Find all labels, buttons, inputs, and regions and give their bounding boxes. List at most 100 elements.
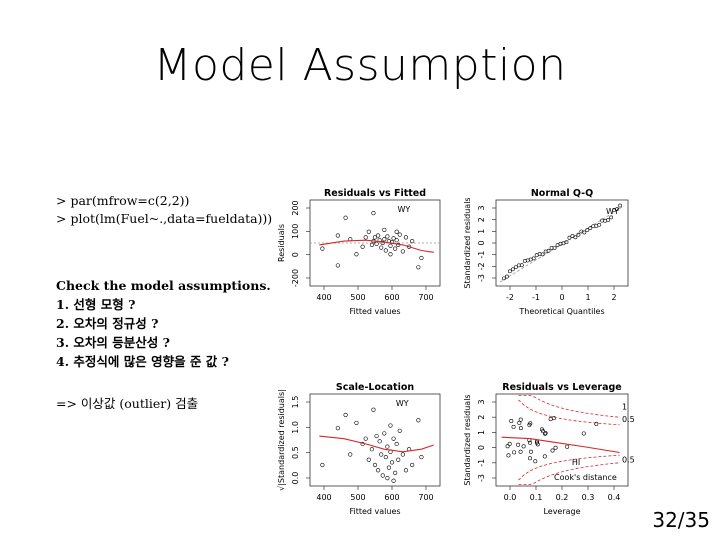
data-point bbox=[511, 424, 516, 429]
data-point bbox=[343, 412, 348, 418]
plot-title: Residuals vs Leverage bbox=[502, 382, 622, 393]
x-axis-label: Fitted values bbox=[349, 307, 400, 316]
data-point bbox=[388, 423, 393, 428]
x-tick-label: 0.1 bbox=[530, 493, 543, 502]
data-point bbox=[618, 203, 622, 208]
data-point bbox=[553, 445, 558, 450]
data-point bbox=[372, 462, 378, 468]
cooks-curve bbox=[518, 462, 620, 485]
x-tick-label: 400 bbox=[316, 293, 331, 302]
y-tick-label: -3 bbox=[477, 274, 486, 282]
data-point bbox=[567, 235, 572, 240]
cooks-distance-legend: Cook's distance bbox=[554, 473, 617, 482]
data-point bbox=[517, 420, 522, 425]
data-point bbox=[393, 246, 398, 251]
x-tick-label: 600 bbox=[384, 293, 399, 302]
data-point bbox=[507, 441, 512, 446]
y-tick-label: -1 bbox=[477, 459, 486, 467]
data-point bbox=[379, 245, 384, 250]
y-tick-label: -3 bbox=[477, 474, 486, 482]
data-point bbox=[389, 460, 395, 465]
data-point bbox=[372, 235, 378, 240]
data-point bbox=[391, 478, 396, 483]
point-label: WY bbox=[397, 205, 410, 214]
x-tick-label: 0.3 bbox=[582, 493, 595, 502]
plot-title: Normal Q-Q bbox=[531, 188, 593, 199]
data-point bbox=[385, 234, 390, 239]
y-tick-label: 1 bbox=[477, 430, 486, 435]
data-point bbox=[366, 229, 371, 234]
y-tick-label: 0.0 bbox=[291, 472, 300, 485]
data-point bbox=[354, 252, 359, 257]
data-point bbox=[543, 249, 548, 254]
data-point bbox=[335, 263, 340, 268]
data-point bbox=[410, 462, 415, 468]
data-point bbox=[510, 267, 515, 272]
y-tick-label: -2 bbox=[477, 262, 486, 270]
x-tick-label: 600 bbox=[384, 493, 399, 502]
y-tick-label: 200 bbox=[291, 200, 300, 215]
y-tick-label: 0 bbox=[477, 445, 486, 450]
data-point bbox=[379, 452, 384, 457]
data-point bbox=[585, 228, 590, 233]
data-point bbox=[540, 252, 545, 257]
data-point bbox=[507, 269, 512, 274]
y-tick-label: 1.5 bbox=[291, 396, 300, 409]
y-tick-label: 1.0 bbox=[291, 421, 300, 434]
y-axis-label: Standardized residuals bbox=[463, 197, 472, 288]
cooks-curve bbox=[518, 395, 620, 418]
data-point bbox=[528, 440, 533, 445]
data-point bbox=[385, 476, 390, 481]
data-point bbox=[521, 444, 526, 449]
data-point bbox=[528, 421, 533, 426]
y-tick-label: 0 bbox=[291, 252, 300, 257]
data-point bbox=[380, 240, 385, 246]
data-point bbox=[546, 248, 551, 253]
outlier-note: => 이상값 (outlier) 검출 bbox=[56, 396, 199, 411]
data-point bbox=[320, 246, 325, 251]
assumption-list: Check the model assumptions. 1. 선형 모형 ? … bbox=[56, 276, 271, 371]
data-point bbox=[416, 418, 421, 423]
y-axis-label: Standardized residuals bbox=[463, 394, 472, 485]
smooth-line bbox=[319, 239, 434, 253]
y-tick-label: -1 bbox=[477, 251, 486, 259]
data-point bbox=[343, 215, 348, 220]
x-tick-label: 0.0 bbox=[504, 493, 517, 502]
data-point bbox=[564, 240, 569, 245]
data-point bbox=[533, 459, 538, 464]
data-point bbox=[516, 442, 521, 447]
y-tick-label: 0 bbox=[477, 240, 486, 245]
data-point bbox=[502, 276, 506, 281]
y-tick-label: 2 bbox=[477, 217, 486, 222]
y-tick-label: -200 bbox=[291, 269, 300, 287]
y-axis-label: √|Standardized residuals| bbox=[277, 389, 286, 491]
point-label: WY bbox=[396, 399, 409, 408]
data-point bbox=[335, 426, 340, 431]
x-tick-label: 700 bbox=[418, 493, 433, 502]
x-tick-label: 700 bbox=[418, 293, 433, 302]
data-point bbox=[348, 452, 353, 457]
data-point bbox=[609, 215, 614, 220]
y-tick-label: 0.5 bbox=[291, 446, 300, 459]
data-point bbox=[543, 431, 548, 436]
data-point bbox=[394, 238, 399, 243]
data-point bbox=[513, 265, 518, 270]
data-point bbox=[382, 431, 387, 436]
data-point bbox=[363, 235, 368, 240]
data-point bbox=[606, 218, 611, 222]
data-point bbox=[320, 462, 325, 468]
data-point bbox=[419, 255, 424, 261]
list-item: 3. 오차의 등분산성 ? bbox=[56, 335, 170, 350]
data-point bbox=[542, 454, 547, 459]
data-point bbox=[389, 239, 395, 245]
point-label: WY bbox=[606, 207, 619, 216]
data-point bbox=[588, 226, 593, 231]
data-point bbox=[550, 448, 555, 453]
data-point bbox=[419, 454, 424, 460]
cooks-level-label: 1 bbox=[622, 402, 627, 411]
list-item: 1. 선형 모형 ? bbox=[56, 297, 136, 312]
data-point bbox=[506, 453, 511, 458]
data-point bbox=[388, 243, 393, 248]
data-point bbox=[540, 429, 545, 434]
data-point bbox=[416, 265, 421, 270]
